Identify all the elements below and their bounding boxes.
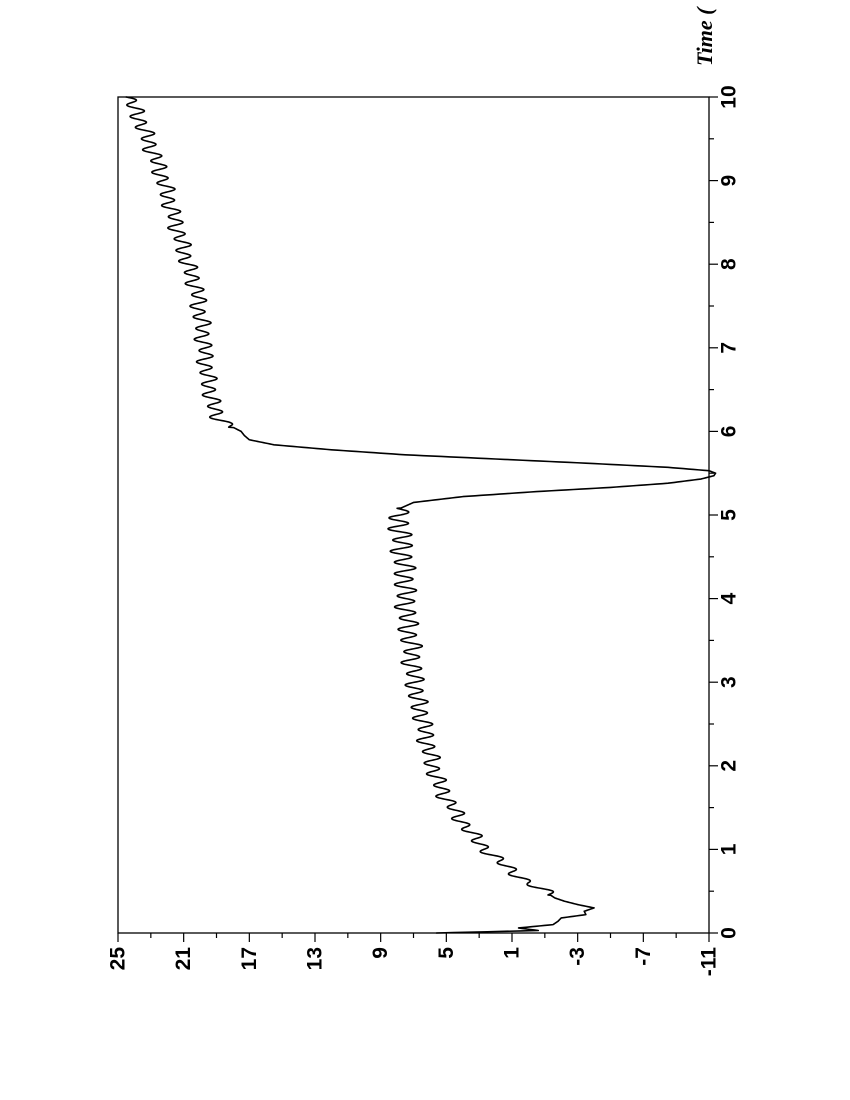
y-tick-label: 9 xyxy=(369,947,392,959)
y-tick-label: -11 xyxy=(698,947,721,977)
plot-frame xyxy=(117,96,710,934)
x-tick-label: 1 xyxy=(718,843,741,855)
x-tick-label: 5 xyxy=(718,509,741,521)
axis-ticks xyxy=(117,96,718,942)
y-tick-label: 17 xyxy=(238,947,261,970)
x-tick-label: 8 xyxy=(718,258,741,270)
x-tick-label: 3 xyxy=(718,676,741,688)
x-tick-label: 6 xyxy=(718,426,741,438)
x-tick-label: 9 xyxy=(718,175,741,187)
tick-labels: 0 1 2 3 4 5 6 7 8 9 10 -11 -7 -3 1 5 9 13 17 21 25 xyxy=(107,85,741,976)
y-tick-label: 1 xyxy=(501,947,524,959)
x-tick-label: 0 xyxy=(718,927,741,939)
x-tick-label: 2 xyxy=(718,760,741,772)
y-tick-label: -3 xyxy=(566,947,589,966)
x-tick-label: 10 xyxy=(718,85,741,108)
x-tick-label: 4 xyxy=(718,592,741,604)
y-tick-label: 5 xyxy=(435,947,458,959)
x-axis-title: Time ( xyxy=(692,6,717,66)
y-tick-label: -7 xyxy=(632,947,655,966)
y-tick-label: 25 xyxy=(107,947,130,971)
y-tick-label: 13 xyxy=(304,947,327,970)
data-series-line xyxy=(125,96,717,934)
y-tick-label: 21 xyxy=(172,947,195,971)
x-tick-label: 7 xyxy=(718,342,741,354)
